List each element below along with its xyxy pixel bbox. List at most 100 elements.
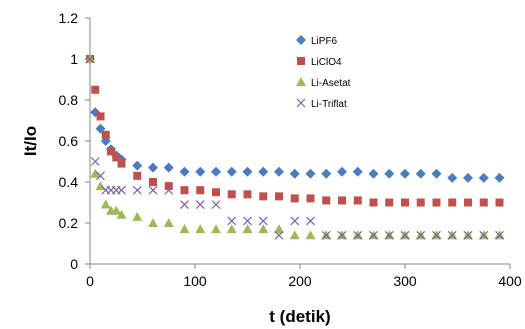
data-point xyxy=(195,200,205,209)
data-point xyxy=(96,112,105,121)
data-point xyxy=(195,224,206,234)
data-point xyxy=(163,162,174,173)
data-point xyxy=(133,171,142,180)
data-point xyxy=(321,230,331,240)
data-point xyxy=(211,166,221,177)
data-point xyxy=(211,200,221,209)
data-point xyxy=(353,196,362,205)
series-li-triflat xyxy=(85,54,504,240)
data-point xyxy=(90,168,101,178)
data-point xyxy=(274,166,284,177)
data-point xyxy=(180,200,189,209)
data-point xyxy=(479,230,489,240)
legend-label: Li-Triflat xyxy=(311,99,347,110)
y-tick-label: 1.2 xyxy=(59,10,79,26)
data-point xyxy=(107,147,115,156)
y-tick-label: 0.6 xyxy=(59,133,79,149)
data-point xyxy=(275,192,283,201)
data-point xyxy=(321,168,332,179)
data-point xyxy=(164,185,174,195)
data-point xyxy=(495,198,504,207)
data-point xyxy=(479,198,488,207)
data-point xyxy=(132,211,143,221)
chart-axes xyxy=(89,18,510,265)
data-point xyxy=(100,199,111,209)
data-point xyxy=(242,224,253,234)
data-point xyxy=(464,198,472,207)
data-point xyxy=(179,224,190,234)
data-point xyxy=(432,198,441,207)
data-point xyxy=(322,196,331,205)
data-point xyxy=(211,224,221,234)
y-tick-label: 0 xyxy=(70,256,78,272)
data-point xyxy=(226,224,237,234)
data-point xyxy=(148,162,158,173)
data-point xyxy=(369,230,378,240)
series-lipf6 xyxy=(85,54,505,183)
data-point xyxy=(112,153,121,162)
data-point xyxy=(148,218,158,227)
data-point xyxy=(132,160,143,171)
data-point xyxy=(369,198,378,207)
legend: LiPF6 LiClO4 Li-Asetat Li-Triflat xyxy=(296,35,351,110)
data-point xyxy=(337,166,347,177)
data-point xyxy=(400,168,410,179)
y-axis-title: It/Io xyxy=(21,126,40,156)
data-point xyxy=(85,54,95,64)
data-point xyxy=(385,198,394,207)
data-point xyxy=(242,166,253,177)
x-tick-label: 400 xyxy=(498,273,522,289)
data-point xyxy=(415,168,426,179)
data-point xyxy=(117,185,126,195)
data-point xyxy=(274,230,284,240)
data-point xyxy=(384,168,395,179)
data-point xyxy=(116,209,127,219)
data-point xyxy=(227,216,237,226)
data-point xyxy=(306,216,315,226)
data-point xyxy=(463,230,473,240)
data-point xyxy=(384,230,394,240)
data-point xyxy=(212,188,220,197)
data-point xyxy=(164,182,173,191)
data-point xyxy=(416,230,426,240)
y-tick-label: 0.2 xyxy=(59,215,79,231)
chart-marks xyxy=(85,54,505,240)
data-point xyxy=(179,166,190,177)
data-point xyxy=(305,168,316,179)
data-point xyxy=(306,194,315,203)
legend-label: Li-Asetat xyxy=(311,78,351,89)
data-point xyxy=(227,190,236,199)
data-point xyxy=(180,186,189,195)
legend-marker xyxy=(296,98,306,108)
data-point xyxy=(117,159,126,168)
data-point xyxy=(259,192,268,201)
data-point xyxy=(447,172,458,183)
y-tick-label: 0.4 xyxy=(59,174,79,190)
data-point xyxy=(289,168,300,179)
x-tick-label: 200 xyxy=(288,273,312,289)
data-point xyxy=(368,168,379,179)
data-point xyxy=(447,230,457,240)
data-point xyxy=(101,130,110,139)
x-axis-ticks: 0 100 200 300 400 xyxy=(86,264,522,289)
data-point xyxy=(148,185,158,195)
data-point xyxy=(289,230,300,240)
data-point xyxy=(353,230,363,240)
legend-marker xyxy=(296,77,306,86)
data-point xyxy=(243,216,252,226)
y-tick-label: 1 xyxy=(70,51,78,67)
data-point xyxy=(111,205,122,215)
y-tick-label: 0.8 xyxy=(59,92,79,108)
series-li-asetat xyxy=(85,54,505,240)
data-point xyxy=(132,185,142,195)
legend-marker xyxy=(296,35,306,45)
x-tick-label: 100 xyxy=(183,273,207,289)
data-point xyxy=(149,178,157,186)
x-tick-label: 300 xyxy=(393,273,417,289)
data-point xyxy=(258,166,269,177)
data-point xyxy=(432,230,441,240)
data-point xyxy=(337,230,347,240)
x-tick-label: 0 xyxy=(86,273,94,289)
data-point xyxy=(258,216,268,226)
